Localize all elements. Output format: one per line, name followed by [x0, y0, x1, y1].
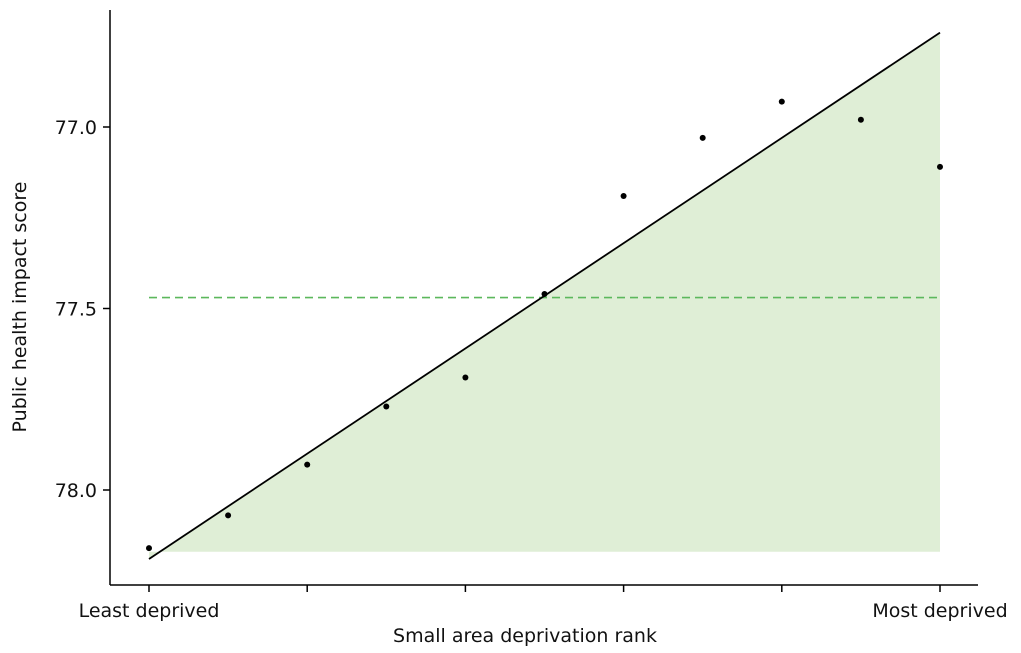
y-tick-label: 77.0 [55, 117, 97, 139]
axes: Least deprived Most deprived 77.0 77.5 78.0 [55, 10, 1008, 622]
x-tick-label: Most deprived [872, 600, 1007, 622]
data-point [304, 461, 311, 468]
data-point [620, 192, 627, 199]
y-tick-label: 77.5 [55, 299, 97, 321]
y-tick-label: 78.0 [55, 480, 97, 502]
data-point [462, 374, 469, 381]
data-point [937, 163, 943, 170]
data-point [146, 545, 152, 552]
x-tick-label: Least deprived [79, 600, 220, 622]
data-point [778, 98, 785, 105]
plot-area [146, 31, 943, 560]
data-point [383, 403, 390, 410]
data-point [541, 290, 548, 297]
data-point [857, 116, 864, 123]
data-point [699, 134, 706, 141]
x-axis-label: Small area deprivation rank [393, 625, 657, 647]
data-point [225, 512, 232, 519]
y-axis-label: Public health impact score [9, 182, 31, 433]
